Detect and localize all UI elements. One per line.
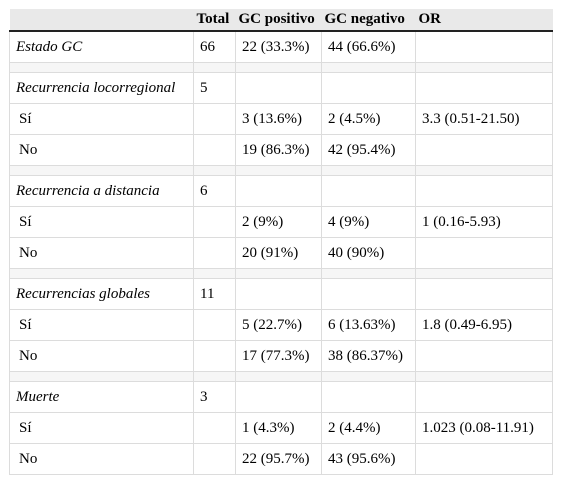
cell-gc-positivo (235, 72, 322, 104)
cell-gc-negativo: 42 (95.4%) (321, 134, 416, 166)
cell-or (415, 30, 553, 63)
cell-total (193, 412, 236, 444)
cell-gc-negativo (321, 72, 416, 104)
cell-gc-negativo (321, 278, 416, 310)
spacer-row (9, 268, 553, 279)
cell-gc-positivo: 5 (22.7%) (235, 309, 322, 341)
table-row-muerte: Muerte 3 (9, 381, 553, 413)
results-table: Total GC positivo GC negativo OR Estado … (9, 9, 553, 475)
row-label: Estado GC (9, 30, 194, 63)
table-header: Total GC positivo GC negativo OR (9, 9, 553, 32)
table-row: Sí 3 (13.6%) 2 (4.5%) 3.3 (0.51-21.50) (9, 103, 553, 135)
table-row: No 20 (91%) 40 (90%) (9, 237, 553, 269)
cell-or: 3.3 (0.51-21.50) (415, 103, 553, 135)
cell-gc-positivo: 3 (13.6%) (235, 103, 322, 135)
cell-gc-positivo: 20 (91%) (235, 237, 322, 269)
row-label: No (9, 134, 194, 166)
table-row-recurrencia-locorregional: Recurrencia locorregional 5 (9, 72, 553, 104)
table-row: Sí 1 (4.3%) 2 (4.4%) 1.023 (0.08-11.91) (9, 412, 553, 444)
cell-gc-positivo: 17 (77.3%) (235, 340, 322, 372)
row-label: No (9, 237, 194, 269)
cell-gc-negativo (321, 381, 416, 413)
table-row-recurrencia-a-distancia: Recurrencia a distancia 6 (9, 175, 553, 207)
cell-or: 1 (0.16-5.93) (415, 206, 553, 238)
table-row: No 17 (77.3%) 38 (86.37%) (9, 340, 553, 372)
cell-gc-positivo: 2 (9%) (235, 206, 322, 238)
cell-gc-positivo: 1 (4.3%) (235, 412, 322, 444)
table-row-recurrencias-globales: Recurrencias globales 11 (9, 278, 553, 310)
cell-gc-negativo: 44 (66.6%) (321, 30, 416, 63)
table-body: Estado GC 66 22 (33.3%) 44 (66.6%) Recur… (9, 30, 553, 475)
spacer-row (9, 62, 553, 73)
row-label: No (9, 443, 194, 475)
row-label: Sí (9, 309, 194, 341)
cell-or (415, 72, 553, 104)
cell-or (415, 134, 553, 166)
cell-or (415, 443, 553, 475)
cell-total: 3 (193, 381, 236, 413)
cell-total: 11 (193, 278, 236, 310)
cell-total (193, 206, 236, 238)
cell-gc-positivo (235, 278, 322, 310)
table-row: No 19 (86.3%) 42 (95.4%) (9, 134, 553, 166)
cell-or (415, 381, 553, 413)
header-cell-gc-negativo: GC negativo (321, 9, 416, 32)
cell-gc-negativo (321, 175, 416, 207)
cell-total (193, 237, 236, 269)
cell-gc-positivo (235, 381, 322, 413)
row-label: Sí (9, 206, 194, 238)
cell-or (415, 278, 553, 310)
header-cell-or: OR (415, 9, 553, 32)
row-label: Sí (9, 412, 194, 444)
table-row-estado-gc: Estado GC 66 22 (33.3%) 44 (66.6%) (9, 30, 553, 63)
cell-gc-positivo: 19 (86.3%) (235, 134, 322, 166)
row-label: Muerte (9, 381, 194, 413)
row-label: No (9, 340, 194, 372)
cell-gc-negativo: 38 (86.37%) (321, 340, 416, 372)
cell-or (415, 340, 553, 372)
spacer-row (9, 371, 553, 382)
header-row: Total GC positivo GC negativo OR (9, 9, 553, 32)
cell-gc-negativo: 40 (90%) (321, 237, 416, 269)
cell-total (193, 309, 236, 341)
header-cell-total: Total (193, 9, 236, 32)
row-label: Recurrencia a distancia (9, 175, 194, 207)
cell-gc-positivo: 22 (95.7%) (235, 443, 322, 475)
cell-gc-positivo: 22 (33.3%) (235, 30, 322, 63)
cell-total (193, 103, 236, 135)
cell-total (193, 443, 236, 475)
header-cell-label (9, 9, 194, 32)
cell-or: 1.8 (0.49-6.95) (415, 309, 553, 341)
table-row: Sí 5 (22.7%) 6 (13.63%) 1.8 (0.49-6.95) (9, 309, 553, 341)
row-label: Sí (9, 103, 194, 135)
header-cell-gc-positivo: GC positivo (235, 9, 322, 32)
table-row: No 22 (95.7%) 43 (95.6%) (9, 443, 553, 475)
spacer-row (9, 165, 553, 176)
cell-total (193, 134, 236, 166)
cell-total (193, 340, 236, 372)
results-table-container: Total GC positivo GC negativo OR Estado … (9, 9, 553, 475)
cell-or (415, 237, 553, 269)
cell-or: 1.023 (0.08-11.91) (415, 412, 553, 444)
cell-gc-negativo: 2 (4.5%) (321, 103, 416, 135)
row-label: Recurrencias globales (9, 278, 194, 310)
cell-total: 6 (193, 175, 236, 207)
cell-gc-negativo: 43 (95.6%) (321, 443, 416, 475)
cell-gc-negativo: 6 (13.63%) (321, 309, 416, 341)
cell-gc-positivo (235, 175, 322, 207)
cell-total: 5 (193, 72, 236, 104)
table-row: Sí 2 (9%) 4 (9%) 1 (0.16-5.93) (9, 206, 553, 238)
row-label: Recurrencia locorregional (9, 72, 194, 104)
cell-gc-negativo: 2 (4.4%) (321, 412, 416, 444)
cell-gc-negativo: 4 (9%) (321, 206, 416, 238)
cell-total: 66 (193, 30, 236, 63)
cell-or (415, 175, 553, 207)
